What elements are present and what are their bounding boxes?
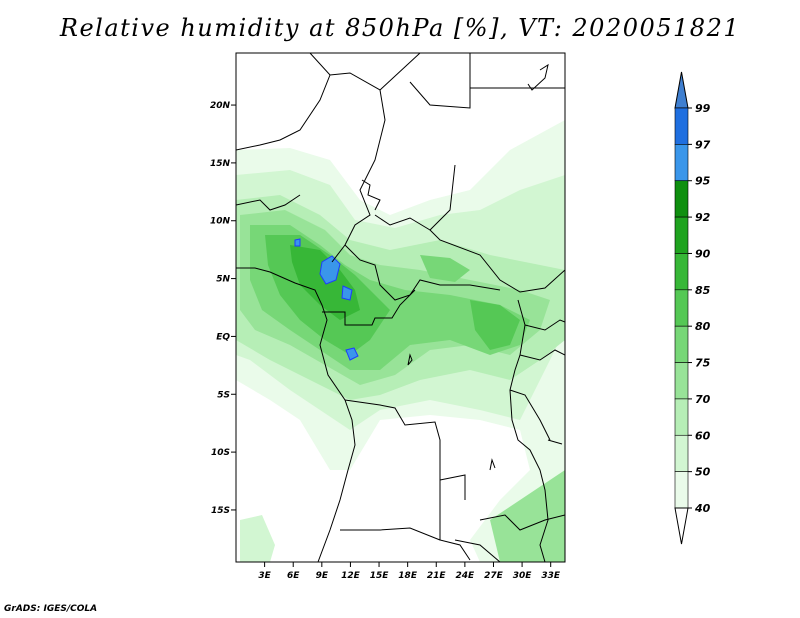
map-area — [236, 53, 565, 562]
lat-label: 15S — [211, 506, 230, 516]
lat-label: 20N — [210, 101, 231, 111]
lon-label: 18E — [398, 571, 418, 581]
colorbar-label: 50 — [695, 466, 711, 479]
lon-label: 12E — [341, 571, 361, 581]
longitude-axis: 3E 6E 9E 12E 15E 18E 21E 24E 27E 30E 33E — [258, 562, 561, 581]
lon-label: 9E — [316, 571, 329, 581]
colorbar-top-arrow — [674, 71, 689, 109]
map-title: Relative humidity at 850hPa [%], VT: 202… — [59, 14, 741, 42]
lon-label: 24E — [456, 571, 476, 581]
colorbar-label: 75 — [695, 357, 711, 370]
colorbar: 99 97 95 92 90 85 80 75 70 60 50 40 — [674, 71, 711, 545]
lon-label: 27E — [484, 571, 504, 581]
colorbar-box — [674, 180, 689, 218]
lon-label: 30E — [513, 571, 533, 581]
colorbar-box — [674, 144, 689, 182]
colorbar-box — [674, 362, 689, 400]
colorbar-label: 60 — [695, 429, 711, 442]
colorbar-label: 95 — [695, 175, 711, 188]
colorbar-box — [674, 471, 689, 509]
colorbar-label: 99 — [695, 102, 711, 115]
colorbar-label: 70 — [695, 393, 711, 406]
colorbar-box — [674, 398, 689, 436]
humidity-field — [236, 120, 565, 562]
colorbar-box — [674, 325, 689, 363]
lon-label: 33E — [541, 571, 561, 581]
colorbar-box — [674, 216, 689, 254]
colorbar-label: 80 — [695, 320, 711, 333]
lat-label: 10S — [211, 448, 230, 458]
map-frame — [235, 52, 566, 563]
colorbar-label: 90 — [695, 247, 711, 260]
footer-credit: GrADS: IGES/COLA — [4, 604, 98, 614]
colorbar-label: 40 — [694, 502, 711, 515]
lat-label: 15N — [210, 159, 231, 169]
lat-label: EQ — [216, 332, 230, 342]
lat-label: 5N — [216, 275, 230, 285]
colorbar-box — [674, 107, 689, 145]
lon-label: 15E — [370, 571, 390, 581]
colorbar-box — [674, 289, 689, 327]
lon-label: 3E — [258, 571, 271, 581]
colorbar-box — [674, 434, 689, 472]
colorbar-label: 97 — [695, 138, 711, 151]
lon-label: 21E — [427, 571, 447, 581]
lat-label: 5S — [217, 390, 230, 400]
colorbar-box — [674, 253, 689, 291]
latitude-axis: 20N 15N 10N 5N EQ 5S 10S 15S — [210, 101, 236, 516]
lon-label: 6E — [287, 571, 300, 581]
colorbar-bottom-arrow — [674, 507, 689, 545]
lat-label: 10N — [210, 217, 231, 227]
country-borders — [236, 53, 565, 562]
colorbar-label: 92 — [695, 211, 711, 224]
colorbar-label: 85 — [695, 284, 711, 297]
